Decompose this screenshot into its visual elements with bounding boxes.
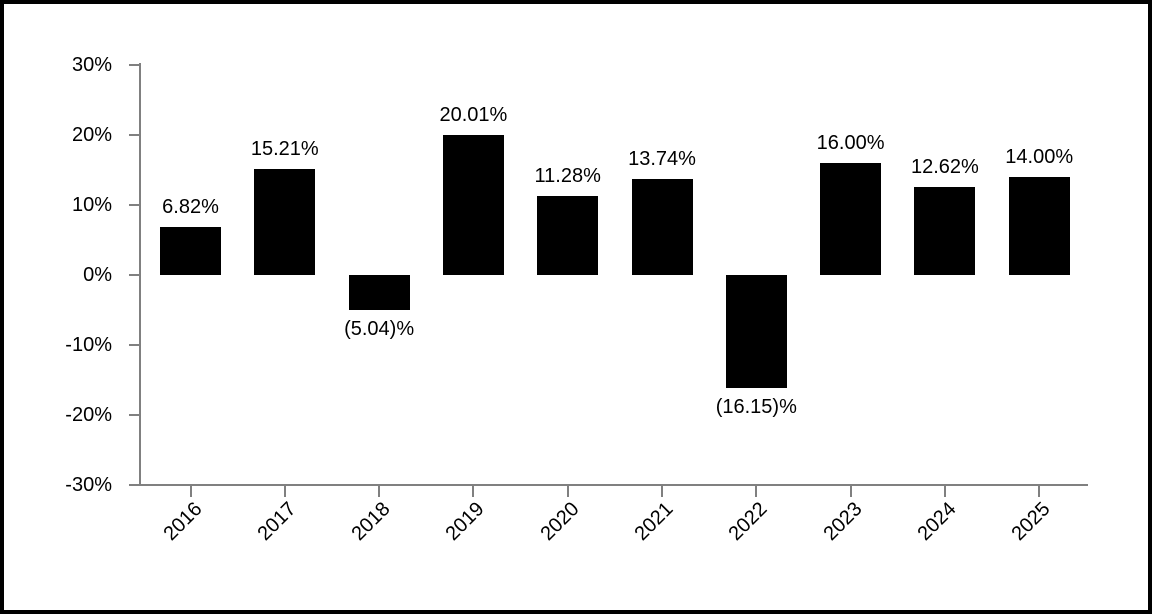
bar-value-label: (5.04)%: [344, 318, 415, 341]
x-tick-mark: [283, 486, 286, 497]
x-tick-label: 2017: [253, 498, 301, 546]
x-tick-label: 2020: [536, 498, 584, 546]
x-tick-mark: [472, 486, 475, 497]
x-tick-label: 2025: [1007, 498, 1055, 546]
y-tick-mark: [129, 204, 139, 206]
bar: [1008, 177, 1070, 275]
x-tick-label: 2021: [630, 498, 678, 546]
bar: [254, 168, 316, 275]
bar: [537, 196, 599, 275]
x-tick-mark: [755, 486, 758, 497]
y-tick-label: -20%: [65, 404, 112, 426]
y-tick-mark: [129, 414, 139, 416]
bar: [914, 186, 976, 275]
x-tick-label: 2019: [441, 498, 489, 546]
bar-value-label: (16.15)%: [715, 396, 797, 419]
y-tick-label: -10%: [65, 334, 112, 356]
x-tick-mark: [566, 486, 569, 497]
y-tick-mark: [129, 64, 139, 66]
x-tick-mark: [849, 486, 852, 497]
bar-value-label: 6.82%: [162, 196, 219, 219]
y-tick-label: 10%: [71, 194, 112, 216]
bar-value-label: 12.62%: [910, 155, 979, 178]
y-tick-label: -30%: [65, 474, 112, 496]
x-tick-label: 2023: [819, 498, 867, 546]
x-tick-label: 2022: [724, 498, 772, 546]
bar: [820, 163, 882, 275]
x-tick-mark: [189, 486, 192, 497]
x-tick-mark: [661, 486, 663, 497]
x-tick-label: 2018: [347, 498, 395, 546]
y-tick-mark: [129, 484, 139, 486]
x-axis: [139, 484, 1088, 486]
y-tick-mark: [129, 274, 139, 276]
x-tick-mark: [378, 486, 381, 497]
bar-value-label: 15.21%: [250, 137, 319, 160]
bar: [160, 227, 221, 275]
bar-value-label: 13.74%: [628, 147, 696, 170]
y-tick-mark: [129, 134, 139, 136]
x-tick-mark: [1038, 486, 1041, 497]
bar: [725, 275, 787, 389]
bar-value-label: 16.00%: [816, 132, 885, 154]
x-tick-label: 2024: [913, 498, 961, 546]
x-tick-label: 2016: [159, 498, 207, 546]
y-tick-mark: [129, 344, 139, 346]
bar: [442, 134, 504, 275]
bar-value-label: 14.00%: [1005, 146, 1074, 168]
bar: [348, 275, 410, 311]
y-tick-label: 0%: [83, 264, 112, 286]
y-tick-label: 20%: [71, 124, 112, 146]
x-tick-mark: [943, 486, 946, 497]
y-axis: [139, 63, 141, 486]
bar: [631, 178, 693, 275]
bar-value-label: 11.28%: [534, 165, 601, 188]
bar-value-label: 20.01%: [439, 103, 508, 126]
y-tick-label: 30%: [71, 54, 112, 76]
